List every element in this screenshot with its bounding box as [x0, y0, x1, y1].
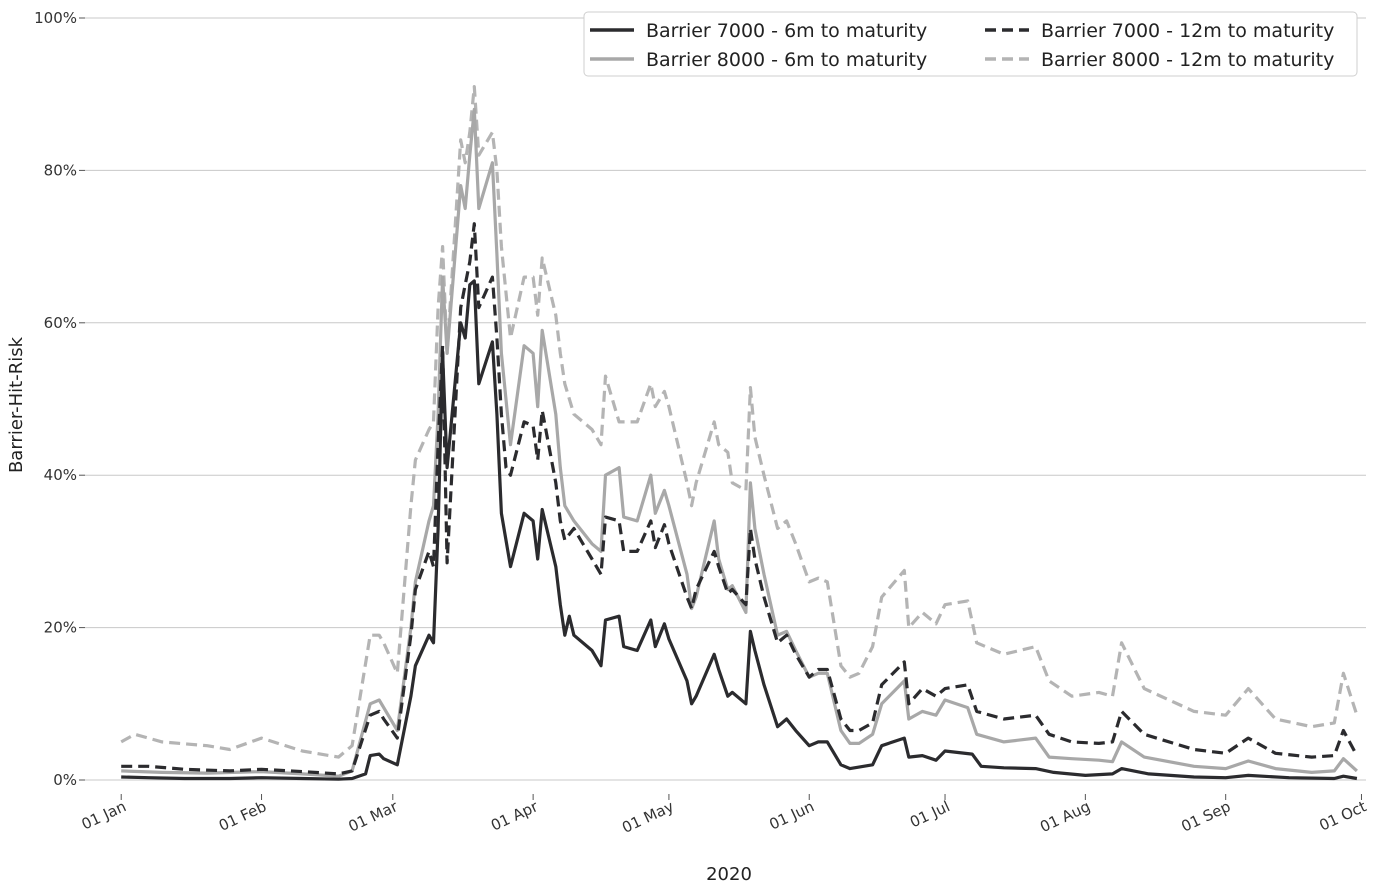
legend-box [583, 11, 1358, 77]
x-tick-label: 01 Jan [79, 797, 129, 833]
x-axis: 01 Jan 01 Feb 01 Mar 01 Apr 01 May 01 Jun 01 J… [79, 794, 1369, 837]
x-tick-label: 01 Oct [1316, 797, 1369, 834]
y-tick-label: 20% [44, 619, 77, 637]
x-tick-label: 01 Apr [488, 797, 542, 835]
x-tick-label: 01 Jun [766, 797, 816, 833]
y-tick-label: 40% [44, 466, 77, 484]
series-line-2 [121, 107, 1358, 778]
x-tick-label: 01 Sep [1179, 797, 1234, 835]
legend: Barrier 7000 - 6m to maturity Barrier 800… [583, 11, 1358, 77]
y-axis: 0% 20% 40% 60% 80% 100% [34, 9, 85, 789]
y-tick-label: 60% [44, 314, 77, 332]
series-line-4 [120, 85, 1359, 759]
x-tick-label: 01 Mar [346, 797, 402, 836]
legend-label: Barrier 7000 - 12m to maturity [1041, 20, 1334, 42]
x-axis-title: 2020 [706, 864, 752, 884]
y-tick-label: 100% [34, 9, 77, 27]
x-tick-label: 01 Feb [216, 797, 269, 835]
series-line-1 [121, 279, 1358, 781]
y-tick-label: 80% [44, 161, 77, 179]
legend-label: Barrier 8000 - 12m to maturity [1041, 49, 1334, 71]
y-tick-label: 0% [53, 771, 77, 789]
x-tick-label: 01 Jul [907, 797, 953, 831]
x-tick-label: 01 May [619, 797, 676, 837]
x-tick-label: 01 Aug [1037, 797, 1093, 836]
y-axis-title: Barrier-Hit-Risk [6, 336, 27, 473]
plot-area [120, 85, 1359, 781]
legend-label: Barrier 7000 - 6m to maturity [646, 20, 927, 42]
gridlines [85, 17, 1366, 781]
series-line-3 [121, 222, 1359, 776]
legend-label: Barrier 8000 - 6m to maturity [646, 49, 927, 71]
